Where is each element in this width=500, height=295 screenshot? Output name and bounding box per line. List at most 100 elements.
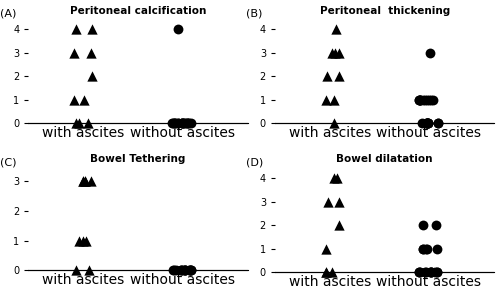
Point	[177, 268, 185, 273]
Point	[180, 268, 188, 273]
Point	[422, 246, 430, 251]
Point	[416, 97, 424, 102]
Point	[426, 270, 434, 274]
Point	[187, 268, 195, 273]
Point	[180, 121, 188, 126]
Point	[88, 27, 96, 32]
Point	[429, 97, 437, 102]
Point	[72, 27, 80, 32]
Point	[324, 199, 332, 204]
Point	[169, 268, 177, 273]
Text: (A): (A)	[0, 9, 16, 19]
Point	[171, 121, 179, 126]
Point	[430, 270, 438, 274]
Point	[328, 270, 336, 274]
Point	[428, 270, 436, 274]
Point	[331, 50, 339, 55]
Point	[433, 270, 441, 274]
Point	[177, 268, 185, 273]
Point	[179, 121, 187, 126]
Point	[184, 121, 192, 126]
Point	[419, 97, 427, 102]
Text: (B): (B)	[246, 9, 263, 19]
Point	[423, 121, 431, 126]
Point	[322, 270, 330, 274]
Point	[418, 246, 426, 251]
Point	[423, 97, 431, 102]
Point	[72, 121, 80, 126]
Point	[416, 97, 424, 102]
Point	[426, 270, 434, 274]
Point	[75, 238, 83, 243]
Point	[334, 50, 342, 55]
Point	[432, 270, 440, 274]
Point	[70, 50, 78, 55]
Point	[421, 270, 429, 274]
Point	[422, 246, 430, 251]
Point	[322, 270, 330, 274]
Point	[70, 97, 78, 102]
Point	[187, 121, 195, 126]
Point	[168, 121, 176, 126]
Point	[86, 268, 94, 273]
Point	[332, 27, 340, 32]
Point	[186, 268, 194, 273]
Point	[87, 179, 95, 184]
Point	[335, 223, 343, 227]
Point	[184, 121, 192, 126]
Point	[422, 121, 430, 126]
Point	[434, 121, 442, 126]
Point	[170, 268, 177, 273]
Point	[322, 97, 330, 102]
Point	[181, 268, 189, 273]
Point	[334, 199, 342, 204]
Point	[170, 121, 178, 126]
Point	[82, 179, 90, 184]
Title: Bowel dilatation: Bowel dilatation	[336, 155, 433, 164]
Point	[185, 268, 193, 273]
Point	[182, 121, 190, 126]
Point	[172, 268, 180, 273]
Point	[174, 121, 182, 126]
Point	[78, 179, 86, 184]
Point	[416, 97, 424, 102]
Point	[72, 268, 80, 273]
Point	[426, 50, 434, 55]
Title: Bowel Tethering: Bowel Tethering	[90, 155, 186, 164]
Point	[333, 176, 341, 181]
Point	[168, 121, 176, 126]
Point	[79, 238, 87, 243]
Point	[182, 268, 190, 273]
Point	[416, 97, 424, 102]
Point	[422, 121, 430, 126]
Point	[336, 74, 344, 79]
Point	[424, 121, 432, 126]
Point	[328, 50, 336, 55]
Point	[423, 121, 431, 126]
Point	[322, 246, 330, 251]
Point	[416, 97, 424, 102]
Point	[80, 97, 88, 102]
Point	[80, 179, 88, 184]
Point	[182, 268, 190, 273]
Point	[178, 121, 186, 126]
Point	[172, 121, 179, 126]
Point	[82, 238, 90, 243]
Title: Peritoneal calcification: Peritoneal calcification	[70, 6, 206, 16]
Point	[330, 121, 338, 126]
Title: Peritoneal  thickening: Peritoneal thickening	[320, 6, 450, 16]
Point	[174, 121, 182, 126]
Point	[427, 270, 435, 274]
Point	[418, 223, 426, 227]
Point	[174, 27, 182, 32]
Point	[187, 268, 195, 273]
Point	[184, 121, 192, 126]
Point	[422, 270, 430, 274]
Text: (D): (D)	[246, 158, 264, 168]
Point	[178, 121, 186, 126]
Point	[424, 121, 432, 126]
Point	[415, 270, 423, 274]
Point	[419, 246, 427, 251]
Point	[82, 179, 90, 184]
Point	[432, 246, 440, 251]
